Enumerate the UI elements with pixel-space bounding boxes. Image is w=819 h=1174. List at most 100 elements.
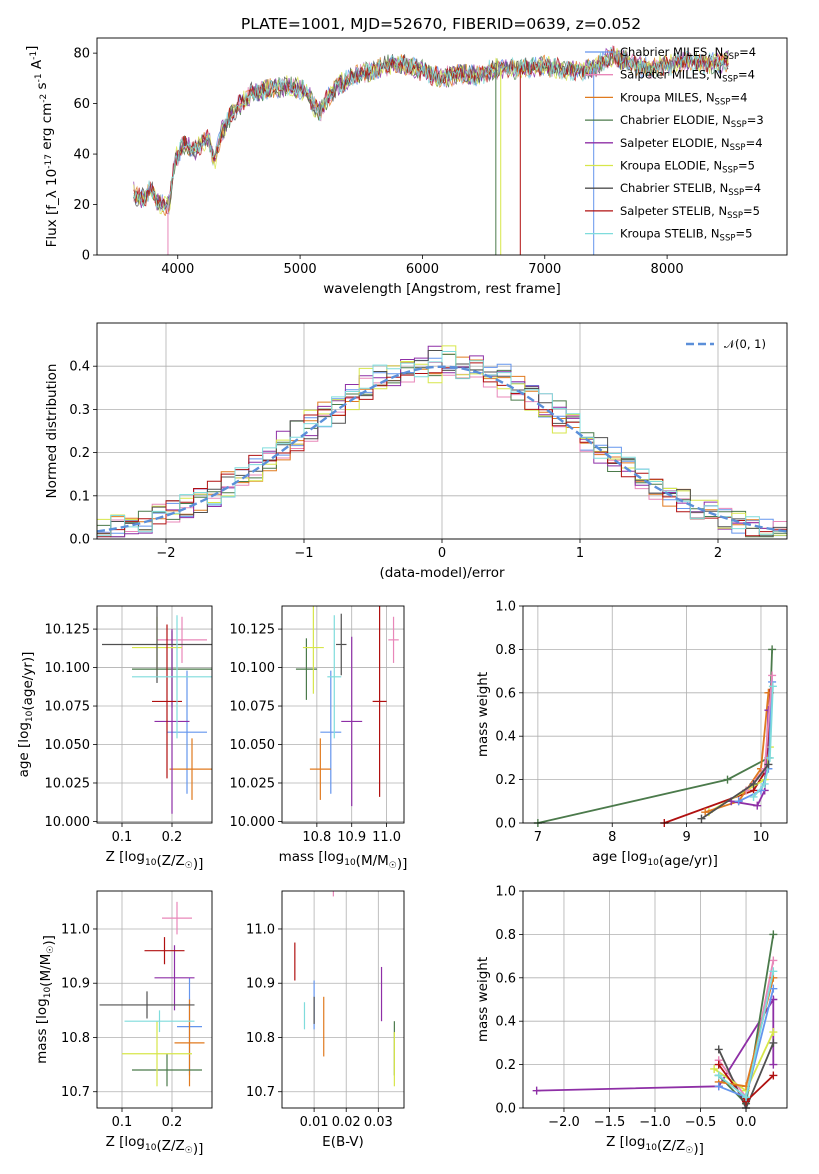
y-axis-label: age [log10(age/yr)]	[16, 652, 36, 778]
weight-marker	[769, 956, 778, 965]
weight-marker	[697, 814, 706, 823]
data-point	[154, 945, 195, 1011]
x-tick-label: 7	[534, 830, 542, 845]
x-axis-label: Z [log10(Z/Z☉)]	[106, 1134, 204, 1157]
x-tick-label: −2.0	[548, 1115, 580, 1130]
y-tick-label: 0.2	[69, 446, 90, 461]
weight-marker	[768, 682, 777, 691]
y-tick-label: 0.3	[69, 403, 90, 418]
plot-frame	[522, 890, 788, 1109]
errorbars	[102, 606, 212, 814]
legend-label: Kroupa STELIB, NSSP=5	[620, 227, 752, 244]
x-tick-label: −1.0	[639, 1115, 671, 1130]
x-tick-label: 0	[438, 546, 446, 561]
x-tick-label: 9	[682, 830, 690, 845]
data-point	[309, 738, 331, 800]
data-point	[157, 616, 207, 663]
weight-marker	[769, 1060, 778, 1069]
y-tick-label: 10.8	[61, 1031, 90, 1046]
data-point	[372, 606, 387, 797]
legend-label: Kroupa ELODIE, NSSP=5	[620, 159, 755, 176]
histogram-step	[96, 351, 787, 539]
panel-mass_weight_vs_age: 7 8 9 10 0.0 0.2 0.4 0.6 0.8 1.0 age [log10(age/yr…	[475, 600, 788, 869]
x-tick-label: 1	[576, 546, 584, 561]
y-axis-label: mass weight	[475, 957, 491, 1042]
data-point	[174, 999, 205, 1087]
y-tick-label: 0.4	[495, 730, 516, 745]
x-tick-label: 0.03	[364, 1115, 393, 1130]
x-tick-label: 5000	[284, 262, 317, 277]
weight-marker	[701, 808, 710, 817]
data-point	[99, 991, 195, 1019]
y-tick-label: 1.0	[495, 600, 516, 615]
panel-mass_vs_Z: 0.1 0.2 10.7 10.8 10.9 11.0 Z [log10(Z/Z☉)] mas…	[34, 890, 213, 1157]
legend-label: Salpeter MILES, NSSP=4	[620, 68, 755, 85]
data-point	[144, 937, 185, 965]
y-tick-label: 0.8	[495, 928, 516, 943]
x-tick-label: −1.5	[594, 1115, 626, 1130]
data-point	[302, 606, 324, 694]
weight-marker	[714, 1060, 723, 1069]
weight-marker	[749, 779, 758, 788]
y-tick-label: 10.100	[230, 661, 276, 676]
weight-marker	[723, 775, 732, 784]
y-axis-label: mass weight	[475, 672, 491, 757]
x-tick-label: 0.0	[736, 1115, 757, 1130]
x-tick-label: −2	[156, 546, 175, 561]
weight-marker	[768, 671, 777, 680]
plot-frame	[96, 322, 788, 540]
y-tick-label: 10.000	[230, 815, 276, 830]
spectrum-line	[133, 45, 729, 214]
y-tick-label: 10.7	[246, 1085, 275, 1100]
panel-age_vs_mass: 10.8 10.9 11.0 10.000 10.025 10.050 10.075 10.1…	[230, 605, 408, 872]
data-point	[167, 670, 207, 794]
y-tick-label: 11.0	[246, 922, 275, 937]
weight-marker	[753, 801, 762, 810]
errorbars	[99, 901, 205, 1087]
y-tick-label: 10.025	[230, 776, 276, 791]
errorbars	[295, 606, 399, 807]
legend-label: Chabrier ELODIE, NSSP=3	[620, 113, 764, 130]
panel-age_vs_Z: 0.1 0.2 10.000 10.025 10.050 10.075 10.100 10.1…	[16, 605, 213, 872]
panel-spectrum: 4000 5000 6000 7000 8000 0 20 40 60 80 wavelength …	[24, 37, 788, 297]
spectrum-line	[133, 48, 729, 215]
x-axis-label: mass [log10(M/M☉)]	[279, 849, 408, 872]
x-tick-label: 10.8	[302, 830, 331, 845]
y-axis-label: Normed distribution	[44, 364, 60, 499]
data-point	[388, 616, 399, 663]
plot-frame	[281, 605, 405, 824]
weight-line	[663, 692, 771, 824]
weight-marker	[768, 645, 777, 654]
weight-marker	[769, 984, 778, 993]
x-tick-label: 4000	[161, 262, 194, 277]
data-point	[320, 670, 342, 794]
y-tick-label: 1.0	[495, 885, 516, 900]
y-tick-label: 10.7	[61, 1085, 90, 1100]
data-point	[341, 636, 363, 807]
y-tick-label: 0.0	[69, 533, 90, 548]
y-axis-label: mass [log10(M/M☉)]	[34, 935, 57, 1064]
weight-marker	[532, 1086, 541, 1095]
y-tick-label: 10.9	[246, 977, 275, 992]
plot-frame	[96, 890, 213, 1109]
panel-mass_weight_vs_Z: −2.0 −1.5 −1.0 −0.5 0.0 0.0 0.2 0.4 0.6 0.8 1.0 Z […	[475, 885, 788, 1157]
y-tick-label: 0.4	[69, 360, 90, 375]
x-tick-label: 7000	[528, 262, 561, 277]
weight-marker	[749, 792, 758, 801]
x-axis-label: age [log10(age/yr)]	[592, 849, 718, 869]
plot-frame	[96, 37, 788, 256]
y-tick-label: 0.0	[495, 817, 516, 832]
figure-title: PLATE=1001, MJD=52670, FIBERID=0639, z=0…	[241, 15, 641, 33]
spectrum-line	[133, 46, 729, 212]
y-tick-label: 10.9	[61, 977, 90, 992]
x-tick-label: 2	[714, 546, 722, 561]
weight-marker	[714, 1071, 723, 1080]
weight-marker	[760, 779, 769, 788]
data-point	[154, 629, 190, 814]
y-tick-label: 0.6	[495, 686, 516, 701]
x-tick-label: 0.02	[332, 1115, 361, 1130]
weight-marker	[742, 1093, 751, 1102]
plot-frame	[522, 605, 788, 824]
y-tick-label: 60	[73, 97, 90, 112]
